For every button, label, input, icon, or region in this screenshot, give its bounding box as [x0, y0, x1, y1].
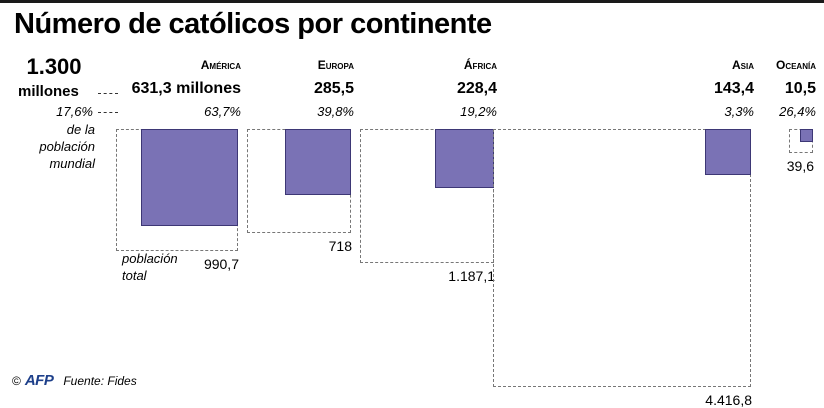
catholic-count-africa: 228,4 [456, 80, 497, 97]
pob-label-line: población [122, 251, 178, 266]
population-value-africa: 1.187,1 [448, 267, 495, 284]
chart-title: Número de católicos por continente [14, 8, 492, 40]
dash-leader-pct [98, 112, 118, 113]
top-rule [0, 0, 824, 3]
continent-name-asia: Asia [731, 58, 754, 72]
population-value-america: 990,7 [203, 256, 239, 273]
population-value-oceania: 39,6 [786, 158, 814, 175]
world-pct: 17,6% [56, 104, 93, 119]
population-value-europa: 718 [328, 237, 352, 254]
catholic-count-europa: 285,5 [313, 80, 354, 97]
continent-name-oceania: Oceanía [775, 58, 816, 72]
population-total-label: población total [122, 250, 178, 284]
world-total-unit: millones [18, 83, 79, 100]
world-total-value: 1.300 [26, 54, 82, 79]
catholic-pct-africa: 19,2% [460, 104, 497, 119]
catholic-square-europa [285, 129, 351, 195]
afp-logo: AFP [24, 372, 54, 389]
catholic-square-africa [435, 129, 494, 188]
continent-name-america: América [200, 58, 241, 72]
catholic-pct-europa: 39,8% [317, 104, 354, 119]
pob-label-line: total [122, 268, 147, 283]
pct-note-line: de la [66, 122, 95, 137]
pct-note-line: población [39, 139, 95, 154]
copyright-symbol: © [12, 373, 21, 388]
catholic-square-oceania [800, 129, 813, 142]
population-square-asia [493, 129, 751, 387]
footer: © AFP Fuente: Fides [12, 372, 137, 389]
continent-name-europa: Europa [317, 58, 354, 72]
catholic-count-oceania: 10,5 [784, 80, 816, 97]
catholic-pct-america: 63,7% [204, 104, 241, 119]
continent-name-africa: África [463, 58, 497, 72]
catholic-square-asia [704, 129, 751, 176]
catholic-pct-oceania: 26,4% [779, 104, 816, 119]
catholic-count-america: 631,3 millones [131, 80, 241, 97]
pct-note-line: mundial [49, 156, 95, 171]
world-pct-note: de la población mundial [10, 121, 95, 172]
catholic-pct-asia: 3,3% [724, 104, 754, 119]
catholic-count-asia: 143,4 [713, 80, 754, 97]
catholic-square-america [140, 129, 238, 227]
dash-leader-count [98, 93, 118, 94]
source-note: Fuente: Fides [63, 373, 137, 388]
